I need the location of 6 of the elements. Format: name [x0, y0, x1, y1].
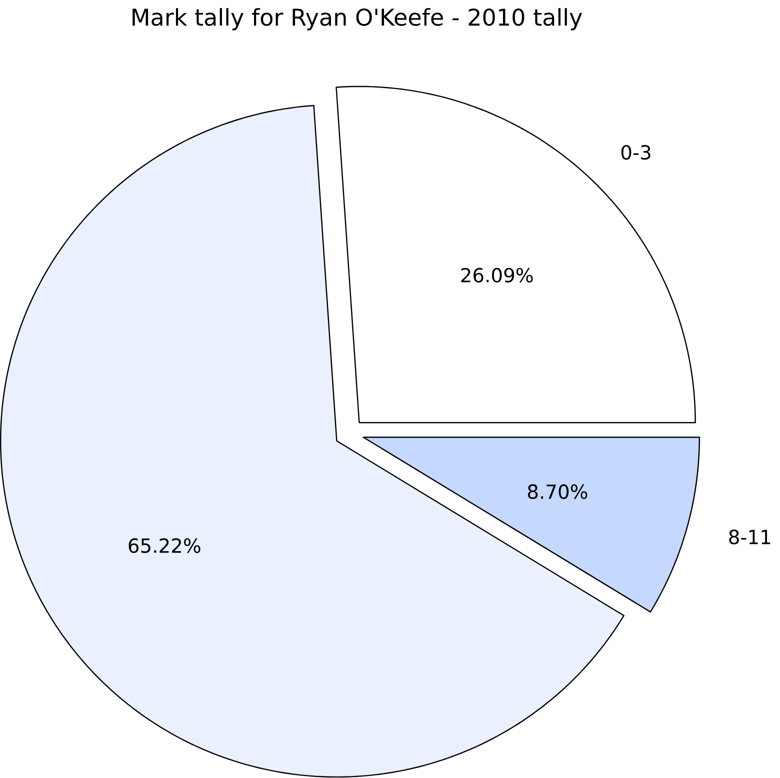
data-label: 65.22% [128, 538, 200, 554]
slice-label: 0-3 [621, 145, 650, 160]
data-label: 26.09% [461, 268, 533, 283]
data-label: 8.70% [528, 484, 588, 500]
slice-label: 8-11 [729, 530, 770, 545]
chart-title: Mark tally for Ryan O'Keefe - 2010 tally [132, 8, 582, 31]
